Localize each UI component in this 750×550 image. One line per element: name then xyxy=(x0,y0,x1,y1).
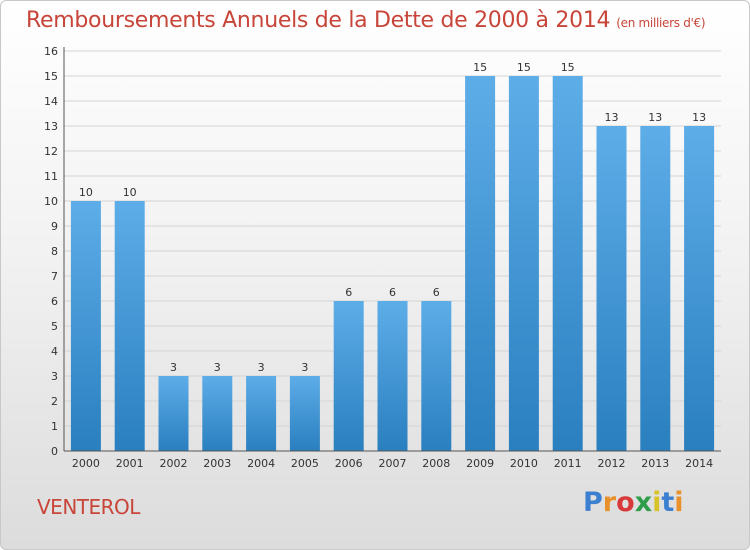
y-tick-label: 8 xyxy=(51,245,58,258)
value-label: 10 xyxy=(79,186,93,199)
x-tick-label: 2011 xyxy=(554,457,582,470)
y-tick-label: 2 xyxy=(51,395,58,408)
y-tick-label: 11 xyxy=(44,170,58,183)
y-tick-label: 1 xyxy=(51,420,58,433)
bar-2000 xyxy=(70,201,101,451)
value-label: 15 xyxy=(473,61,487,74)
bar-2009 xyxy=(465,76,496,451)
value-label: 13 xyxy=(605,111,619,124)
y-tick-label: 15 xyxy=(44,70,58,83)
x-tick-label: 2009 xyxy=(466,457,494,470)
bar-2012 xyxy=(596,126,627,451)
unit-label: (en milliers d'€) xyxy=(616,16,706,30)
y-tick-label: 10 xyxy=(44,195,58,208)
y-tick-label: 16 xyxy=(44,45,58,58)
y-tick-label: 3 xyxy=(51,370,58,383)
y-tick-label: 9 xyxy=(51,220,58,233)
value-label: 3 xyxy=(214,361,221,374)
x-tick-label: 2000 xyxy=(72,457,100,470)
bar-2008 xyxy=(421,301,452,451)
chart-title: Remboursements Annuels de la Dette de 20… xyxy=(26,8,706,33)
y-tick-label: 0 xyxy=(51,445,58,458)
x-tick-label: 2004 xyxy=(247,457,275,470)
commune-name: VENTEROL xyxy=(37,495,140,519)
x-tick-label: 2001 xyxy=(116,457,144,470)
value-label: 15 xyxy=(517,61,531,74)
bar-2010 xyxy=(508,76,539,451)
y-tick-label: 13 xyxy=(44,120,58,133)
x-tick-label: 2014 xyxy=(685,457,713,470)
y-tick-label: 7 xyxy=(51,270,58,283)
bar-2005 xyxy=(289,376,320,451)
x-tick-label: 2006 xyxy=(335,457,363,470)
x-tick-label: 2010 xyxy=(510,457,538,470)
value-label: 10 xyxy=(123,186,137,199)
bar-2002 xyxy=(158,376,189,451)
value-label: 13 xyxy=(648,111,662,124)
value-label: 6 xyxy=(345,286,352,299)
bar-2001 xyxy=(114,201,145,451)
x-tick-label: 2008 xyxy=(422,457,450,470)
bar-2006 xyxy=(333,301,364,451)
bar-2014 xyxy=(684,126,715,451)
value-label: 3 xyxy=(258,361,265,374)
x-tick-label: 2007 xyxy=(379,457,407,470)
x-tick-label: 2005 xyxy=(291,457,319,470)
value-label: 6 xyxy=(433,286,440,299)
value-label: 3 xyxy=(301,361,308,374)
y-tick-label: 14 xyxy=(44,95,58,108)
bar-2011 xyxy=(552,76,583,451)
x-tick-label: 2013 xyxy=(641,457,669,470)
y-tick-label: 4 xyxy=(51,345,58,358)
bar-2004 xyxy=(246,376,277,451)
bar-2003 xyxy=(202,376,233,451)
bar-2013 xyxy=(640,126,671,451)
proxiti-logo: Proxiti xyxy=(583,487,684,518)
y-tick-label: 5 xyxy=(51,320,58,333)
y-tick-label: 6 xyxy=(51,295,58,308)
x-tick-label: 2002 xyxy=(160,457,188,470)
x-tick-label: 2003 xyxy=(203,457,231,470)
y-tick-label: 12 xyxy=(44,145,58,158)
value-label: 15 xyxy=(561,61,575,74)
value-label: 13 xyxy=(692,111,706,124)
bar-2007 xyxy=(377,301,408,451)
value-label: 3 xyxy=(170,361,177,374)
x-tick-label: 2012 xyxy=(598,457,626,470)
value-label: 6 xyxy=(389,286,396,299)
